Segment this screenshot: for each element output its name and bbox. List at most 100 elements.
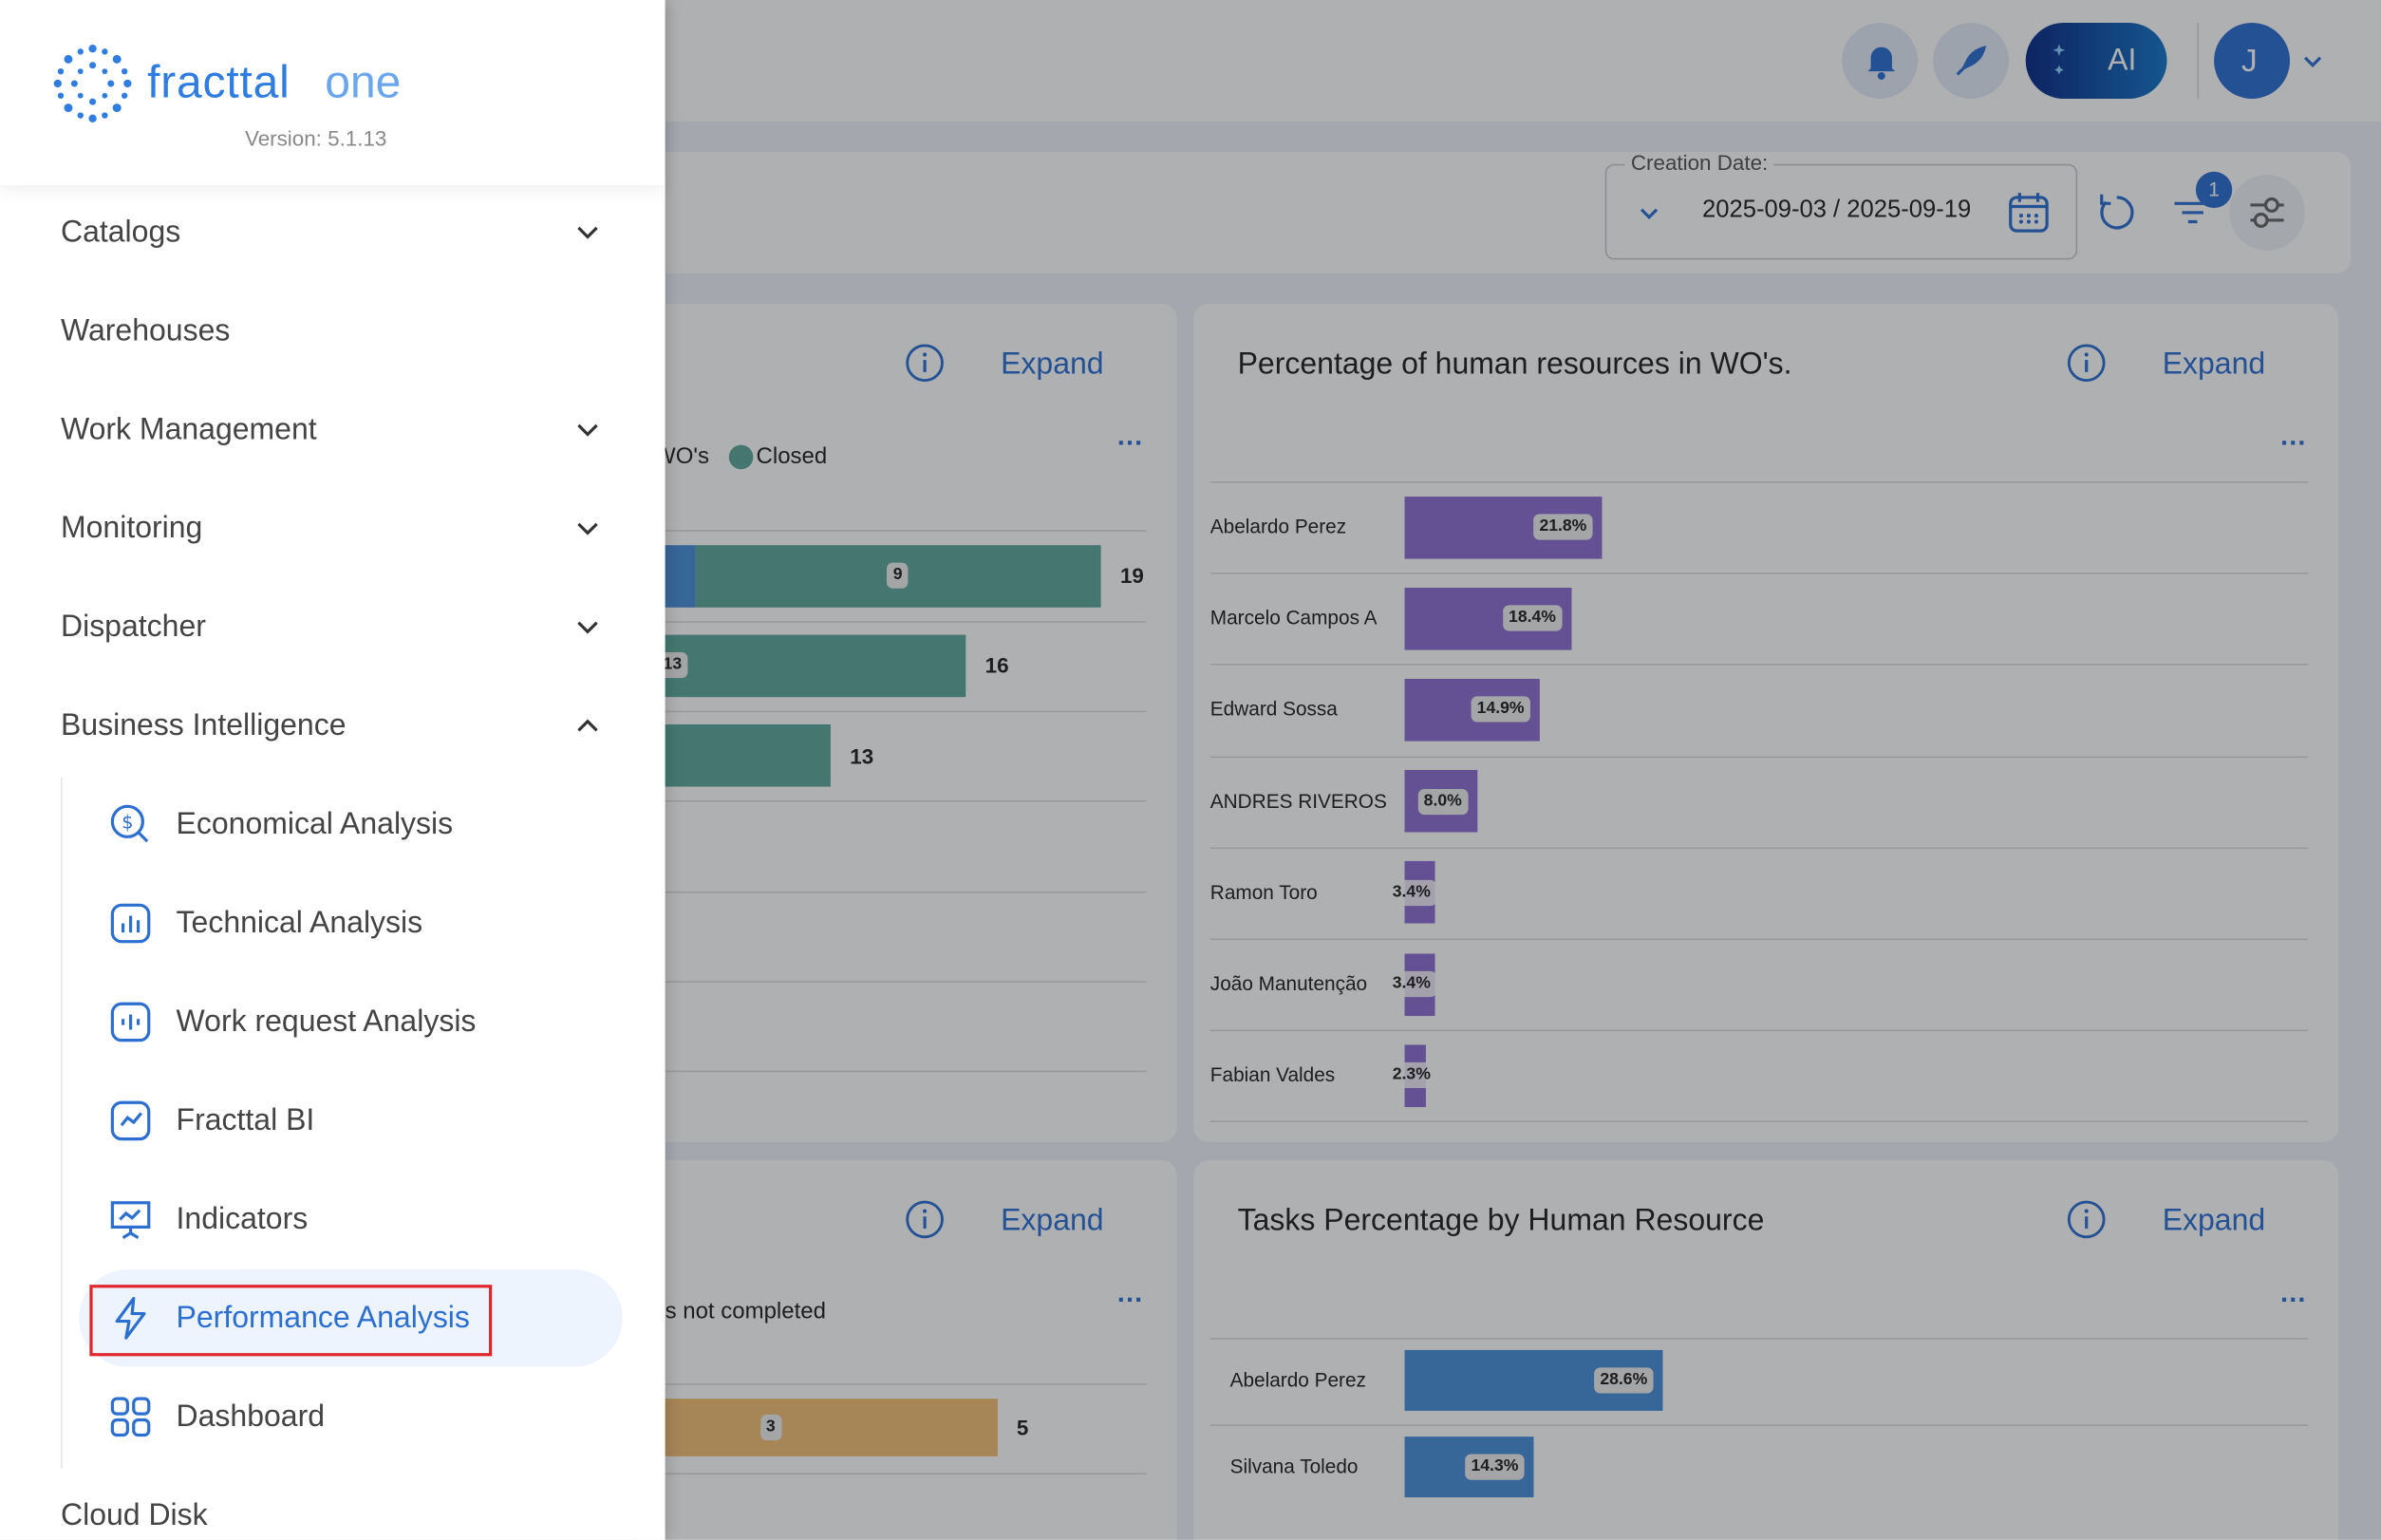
row-line xyxy=(637,1382,1147,1384)
menu-item[interactable]: Warehouses xyxy=(60,314,231,348)
menu-chevron[interactable] xyxy=(565,605,610,650)
filter-bar xyxy=(637,151,2352,273)
bar-label: 3.4% xyxy=(1386,970,1437,998)
bar-label: 28.6% xyxy=(1593,1367,1654,1394)
refresh-icon[interactable] xyxy=(2094,190,2140,235)
menu-item[interactable]: Catalogs xyxy=(60,216,181,250)
bar-label: 14.9% xyxy=(1471,696,1530,723)
submenu-item[interactable]: Technical Analysis xyxy=(176,906,423,941)
submenu-icon[interactable]: $ xyxy=(108,802,154,848)
settings-icon xyxy=(2250,197,2284,228)
svg-text:$: $ xyxy=(122,812,133,834)
bar-label: 14.3% xyxy=(1465,1454,1525,1480)
row-line xyxy=(637,710,1147,713)
row-name: Ramon Toro xyxy=(1209,880,1318,904)
row-name: Abelardo Perez xyxy=(1209,515,1347,538)
row-name: Abelardo Perez xyxy=(1229,1368,1366,1392)
row-line xyxy=(637,981,1147,983)
submenu-icon[interactable] xyxy=(108,1098,154,1143)
panel-body: Expand … s not completed 3 5 xyxy=(637,1160,1177,1510)
bar-label: 18.4% xyxy=(1502,605,1563,631)
more-menu[interactable]: … xyxy=(1116,421,1144,452)
highlight-box xyxy=(89,1285,493,1357)
bell-icon xyxy=(1867,47,1896,80)
row-name: Fabian Valdes xyxy=(1209,1062,1336,1086)
bar-label: 3.4% xyxy=(1386,879,1437,906)
row-line xyxy=(1209,938,2309,940)
bar-total: 13 xyxy=(850,743,874,768)
menu-item[interactable]: Business Intelligence xyxy=(60,708,347,743)
rocket-icon xyxy=(1956,45,1987,76)
segment-label: 3 xyxy=(759,1414,782,1441)
backdrop[interactable] xyxy=(665,0,2381,1540)
brand-suffix: one xyxy=(325,57,402,108)
bar-segment xyxy=(637,724,831,787)
expand-link[interactable]: Expand xyxy=(2162,1204,2266,1238)
submenu-icon[interactable] xyxy=(108,999,154,1044)
submenu-icon[interactable] xyxy=(108,1295,154,1341)
creation-date-label: Creation Date: xyxy=(1624,151,1774,174)
date-range[interactable]: 2025-09-03 / 2025-09-19 xyxy=(1702,197,1972,224)
menu-chevron[interactable] xyxy=(565,210,610,255)
info-icon[interactable] xyxy=(2065,1198,2110,1244)
legend-dot xyxy=(728,444,754,470)
date-field[interactable] xyxy=(1604,163,2078,260)
row-line xyxy=(1209,480,2309,483)
panel-title: Percentage of human resources in WO's. xyxy=(1237,347,1792,382)
menu-item[interactable]: Monitoring xyxy=(60,512,203,546)
menu-item[interactable]: Cloud Disk xyxy=(60,1498,208,1532)
expand-link[interactable]: Expand xyxy=(2162,347,2266,382)
ai-button[interactable] xyxy=(2025,22,2167,99)
brand: fracttal xyxy=(147,57,291,108)
submenu-item[interactable]: Work request Analysis xyxy=(176,1005,477,1040)
submenu-item[interactable]: Dashboard xyxy=(176,1399,326,1434)
row-name: João Manutenção xyxy=(1209,971,1368,995)
row-line xyxy=(637,800,1147,802)
legend-label: s not completed xyxy=(665,1298,826,1324)
more-menu[interactable]: … xyxy=(2278,421,2307,452)
menu-item[interactable]: Dispatcher xyxy=(60,610,206,645)
expand-link[interactable]: Expand xyxy=(1001,347,1104,382)
row-line xyxy=(1209,1423,2309,1426)
date-chevron[interactable] xyxy=(1634,197,1664,228)
info-icon[interactable] xyxy=(2065,342,2110,387)
menu-item[interactable]: Work Management xyxy=(60,413,317,447)
row-line xyxy=(637,891,1147,892)
info-icon[interactable] xyxy=(904,342,949,387)
submenu-icon[interactable] xyxy=(108,901,154,947)
submenu-item[interactable]: Fracttal BI xyxy=(176,1103,315,1138)
submenu-item[interactable]: Economical Analysis xyxy=(176,807,454,842)
legend-label: WO's xyxy=(654,443,709,470)
expand-link[interactable]: Expand xyxy=(1001,1204,1104,1238)
segment-label: 9 xyxy=(887,562,909,589)
more-menu[interactable]: … xyxy=(2278,1277,2307,1308)
menu-chevron[interactable] xyxy=(565,704,610,749)
settings-button[interactable] xyxy=(2229,174,2306,251)
info-icon[interactable] xyxy=(904,1198,949,1244)
more-menu[interactable]: … xyxy=(1116,1277,1144,1308)
menu-chevron[interactable] xyxy=(565,506,610,552)
submenu-icon[interactable] xyxy=(108,1394,154,1439)
row-line xyxy=(1209,573,2309,574)
submenu-rail xyxy=(60,777,63,1469)
row-line xyxy=(637,530,1147,533)
panel xyxy=(1193,1160,2339,1540)
submenu-item[interactable]: Performance Analysis xyxy=(176,1301,470,1335)
bar-label: 2.3% xyxy=(1386,1062,1437,1089)
menu-chevron[interactable] xyxy=(565,407,610,453)
panel xyxy=(1193,303,2339,1142)
bar-segment xyxy=(637,634,966,697)
bar-label: 21.8% xyxy=(1533,514,1593,540)
avatar-chevron[interactable] xyxy=(2299,47,2327,75)
ai-label: AI xyxy=(2108,44,2137,78)
row-line xyxy=(1209,1029,2309,1032)
bar-total: 19 xyxy=(1119,563,1144,589)
ai-sparkle xyxy=(2053,44,2066,75)
calendar-icon[interactable] xyxy=(2008,190,2051,235)
avatar[interactable] xyxy=(2214,22,2291,99)
submenu-icon[interactable] xyxy=(108,1196,154,1242)
bar-segment xyxy=(637,1399,998,1456)
row-line xyxy=(637,620,1147,623)
submenu-item[interactable]: Indicators xyxy=(176,1202,309,1236)
